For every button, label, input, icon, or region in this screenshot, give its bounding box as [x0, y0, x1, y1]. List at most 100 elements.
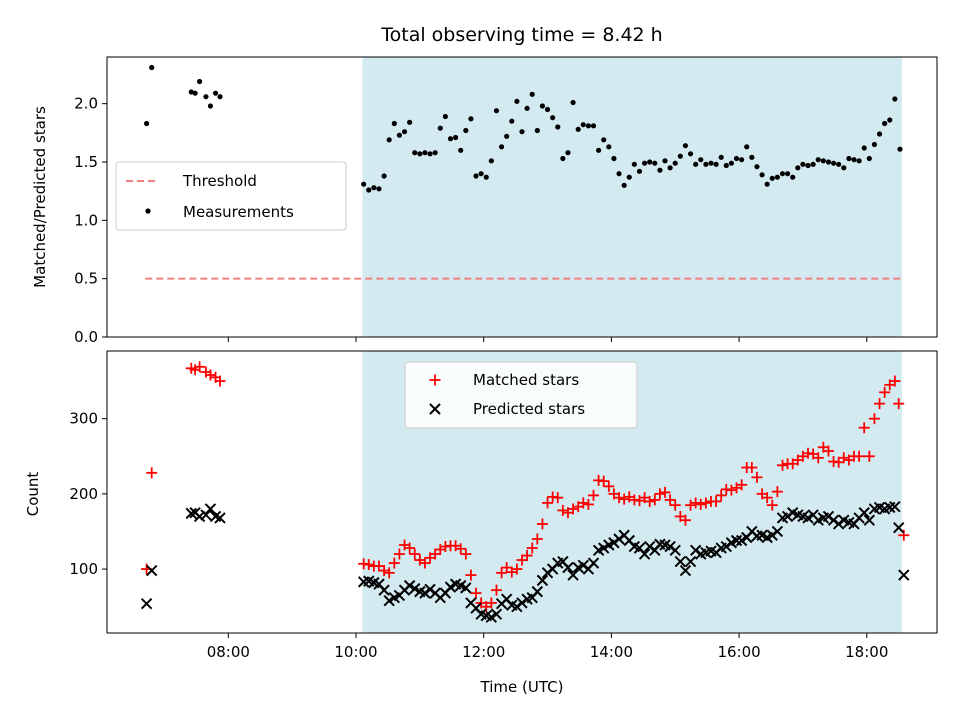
bottom-legend: Matched stars Predicted stars [404, 361, 638, 429]
matched-point-45 [542, 497, 554, 509]
measurement-point-10 [366, 187, 372, 193]
predicted-point-5 [200, 509, 212, 521]
predicted-point-10-b [363, 575, 375, 587]
predicted-point-68-b [659, 539, 671, 551]
predicted-point-97-b [807, 509, 819, 521]
measurement-point-104 [846, 155, 852, 162]
bottom-x-tick-label-3: 14:00 [590, 643, 633, 661]
predicted-point-26-b [444, 581, 457, 593]
matched-point-79 [715, 489, 727, 501]
measurement-point-79 [718, 154, 724, 160]
measurement-point-86 [754, 164, 760, 170]
measurement-point-3 [192, 90, 198, 96]
predicted-point-19 [409, 582, 421, 595]
matched-point-18 [404, 542, 416, 554]
measurement-point-51 [575, 126, 581, 132]
measurement-point-69 [667, 165, 673, 171]
matched-point-19 [409, 548, 421, 560]
matched-point-8 [214, 375, 226, 387]
bottom-y-tick-label-2: 300 [69, 410, 98, 428]
measurement-point-20 [417, 151, 423, 157]
measurement-point-74 [693, 161, 699, 167]
measurement-point-23 [432, 150, 438, 156]
predicted-point-12-b [373, 578, 385, 590]
matched-point-106 [853, 450, 865, 462]
predicted-point-11-b [368, 576, 380, 589]
measurement-point-31 [473, 173, 479, 179]
measurement-point-111 [882, 120, 888, 127]
measurement-point-44 [539, 103, 546, 109]
predicted-point-7-b [209, 510, 222, 523]
measurement-point-92 [785, 171, 791, 177]
predicted-point-94-b [792, 509, 804, 521]
measurement-point-99 [820, 158, 826, 164]
measurement-point-68 [662, 158, 668, 164]
measurement-point-72 [682, 143, 689, 149]
measurement-point-35 [493, 108, 500, 114]
measurement-point-75 [698, 157, 704, 163]
predicted-point-37-b [500, 593, 513, 605]
measurement-point-112 [887, 117, 893, 123]
matched-point-36 [496, 567, 508, 579]
bottom-panel: Count Time (UTC) 100 200 300 08:00 10:00 12:0… [24, 350, 938, 696]
predicted-point-6 [204, 503, 217, 515]
measurement-point-8 [217, 94, 223, 100]
measurement-point-1 [149, 64, 155, 71]
measurement-point-107 [861, 145, 867, 151]
predicted-point-95-b [797, 510, 809, 523]
matched-point-111 [879, 386, 891, 398]
matched-point-75 [695, 498, 707, 510]
predicted-point-114-b [892, 522, 905, 534]
measurement-point-6 [207, 103, 214, 109]
bottom-x-tick-label-2: 12:00 [462, 643, 505, 661]
matched-point-14 [383, 567, 395, 579]
predicted-point-108 [863, 514, 876, 526]
measurement-point-52 [580, 122, 586, 128]
legend-predicted-marker-b [429, 403, 441, 415]
matched-point-68 [659, 486, 671, 498]
matched-point-57 [603, 480, 615, 492]
matched-point-100 [822, 445, 834, 457]
matched-point-98 [812, 452, 824, 464]
measurement-point-66 [652, 160, 658, 166]
measurement-point-62 [631, 161, 637, 167]
measurement-point-89 [769, 175, 775, 181]
measurement-point-65 [647, 159, 653, 165]
measurement-point-108 [866, 155, 872, 162]
predicted-point-64 [638, 548, 651, 560]
bottom-legend-predicted-swatch [429, 403, 441, 415]
measurement-point-110 [876, 131, 883, 137]
matched-point-78 [710, 495, 722, 507]
measurement-point-48 [560, 155, 566, 162]
matched-point-88 [761, 492, 773, 504]
predicted-point-44 [536, 574, 549, 587]
predicted-point-18-b [403, 579, 416, 592]
measurement-point-97 [810, 161, 816, 167]
measurement-point-18 [407, 119, 413, 125]
matched-point-91 [776, 459, 788, 471]
bottom-frame [106, 350, 938, 634]
top-points-group [143, 64, 903, 193]
matched-point-52 [577, 497, 589, 509]
predicted-point-56-b [598, 542, 610, 554]
measurement-point-61 [626, 174, 632, 180]
predicted-point-32-b [475, 608, 487, 620]
predicted-point-73 [684, 555, 697, 568]
predicted-point-93-b [787, 506, 799, 519]
top-legend-threshold-label: Threshold [182, 172, 257, 190]
matched-point-65 [644, 495, 656, 507]
measurement-point-26 [447, 136, 454, 142]
matched-point-72 [679, 514, 691, 526]
matched-point-110 [874, 398, 886, 410]
predicted-point-67-b [654, 538, 666, 550]
matched-point-69 [664, 494, 676, 506]
measurement-point-39 [514, 98, 520, 104]
bottom-x-tick-label-0: 08:00 [207, 643, 250, 661]
predicted-point-31-b [470, 602, 482, 614]
matched-point-114 [893, 398, 905, 410]
predicted-point-26 [444, 581, 457, 593]
predicted-point-115 [898, 569, 910, 581]
predicted-point-103-b [838, 514, 850, 526]
matched-point-89 [766, 499, 778, 511]
measurement-point-78 [713, 161, 719, 167]
